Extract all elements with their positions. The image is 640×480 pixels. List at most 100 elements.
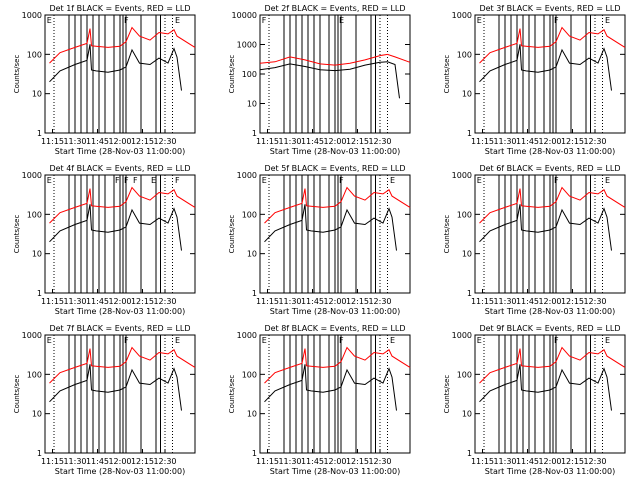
x-tick-label: 11:30 bbox=[493, 297, 516, 306]
marker-f: F bbox=[175, 176, 180, 185]
y-tick-label: 100 bbox=[27, 370, 42, 379]
y-tick-label: 1000 bbox=[452, 171, 472, 180]
x-axis-label: Start Time (28-Nov-03 11:00:00) bbox=[55, 307, 185, 316]
y-tick-label: 1 bbox=[252, 449, 257, 458]
x-tick-label: 11:15 bbox=[256, 137, 279, 146]
marker-e: E bbox=[47, 176, 52, 185]
x-tick-label: 11:30 bbox=[278, 137, 301, 146]
marker-f: F bbox=[124, 16, 129, 25]
y-tick-label: 100 bbox=[457, 210, 472, 219]
x-tick-label: 12:00 bbox=[108, 457, 131, 466]
series-lld bbox=[479, 346, 626, 384]
y-tick-label: 1 bbox=[252, 129, 257, 138]
series-lld bbox=[49, 186, 196, 224]
y-tick-label: 10 bbox=[462, 90, 472, 99]
panel-5: Det 5f BLACK = Events, RED = LLD Counts/s… bbox=[228, 164, 411, 316]
series-events bbox=[479, 44, 612, 91]
y-axis-label: Counts/sec bbox=[443, 55, 451, 94]
x-axis-label: Start Time (28-Nov-03 11:00:00) bbox=[55, 147, 185, 156]
y-tick-label: 100 bbox=[27, 50, 42, 59]
y-tick-label: 10 bbox=[247, 250, 257, 259]
marker-e: E bbox=[175, 16, 180, 25]
panel-7: Det 7f BLACK = Events, RED = LLD Counts/s… bbox=[13, 324, 196, 476]
marker-e: E bbox=[262, 336, 267, 345]
panel-9: Det 9f BLACK = Events, RED = LLD Counts/s… bbox=[443, 324, 626, 476]
x-axis-label: Start Time (28-Nov-03 11:00:00) bbox=[485, 467, 615, 476]
x-tick-label: 12:15 bbox=[131, 137, 154, 146]
x-tick-label: 12:00 bbox=[323, 457, 346, 466]
x-tick-label: 12:15 bbox=[346, 137, 369, 146]
y-axis-label: Counts/sec bbox=[13, 375, 21, 414]
x-tick-label: 12:15 bbox=[561, 297, 584, 306]
marker-f: F bbox=[133, 176, 138, 185]
marker-e: E bbox=[477, 176, 482, 185]
y-tick-label: 1000 bbox=[22, 331, 42, 340]
marker-f: F bbox=[115, 176, 120, 185]
panel-8: Det 8f BLACK = Events, RED = LLD Counts/s… bbox=[228, 324, 411, 476]
marker-e: E bbox=[47, 16, 52, 25]
x-tick-label: 11:30 bbox=[278, 297, 301, 306]
y-axis-label: Counts/sec bbox=[443, 375, 451, 414]
panel-title: Det 6f BLACK = Events, RED = LLD bbox=[479, 164, 620, 173]
y-tick-label: 1 bbox=[252, 289, 257, 298]
y-tick-label: 1000 bbox=[22, 171, 42, 180]
marker-e: E bbox=[390, 176, 395, 185]
x-tick-label: 12:00 bbox=[538, 457, 561, 466]
x-tick-label: 12:15 bbox=[561, 137, 584, 146]
marker-e: E bbox=[175, 336, 180, 345]
y-tick-label: 1 bbox=[467, 289, 472, 298]
series-lld bbox=[264, 346, 411, 384]
x-tick-label: 11:45 bbox=[516, 137, 539, 146]
x-axis-label: Start Time (28-Nov-03 11:00:00) bbox=[270, 147, 400, 156]
x-tick-label: 12:00 bbox=[538, 137, 561, 146]
x-tick-label: 11:15 bbox=[41, 457, 64, 466]
series-events bbox=[479, 364, 612, 411]
x-axis-label: Start Time (28-Nov-03 11:00:00) bbox=[55, 467, 185, 476]
x-tick-label: 12:00 bbox=[323, 297, 346, 306]
x-tick-label: 12:30 bbox=[368, 137, 391, 146]
x-tick-label: 11:15 bbox=[41, 137, 64, 146]
series-events bbox=[479, 204, 612, 251]
x-tick-label: 12:30 bbox=[153, 457, 176, 466]
x-axis-label: Start Time (28-Nov-03 11:00:00) bbox=[485, 307, 615, 316]
panel-title: Det 5f BLACK = Events, RED = LLD bbox=[264, 164, 405, 173]
marker-e: E bbox=[477, 16, 482, 25]
series-lld bbox=[264, 186, 411, 224]
y-tick-label: 100 bbox=[242, 370, 257, 379]
y-tick-label: 10 bbox=[32, 410, 42, 419]
x-tick-label: 11:45 bbox=[301, 137, 324, 146]
y-tick-label: 10 bbox=[32, 90, 42, 99]
panel-title: Det 2f BLACK = Events, RED = LLD bbox=[264, 4, 405, 13]
x-tick-label: 11:45 bbox=[516, 297, 539, 306]
marker-f: F bbox=[262, 16, 267, 25]
x-tick-label: 11:15 bbox=[256, 297, 279, 306]
x-tick-label: 12:30 bbox=[583, 297, 606, 306]
x-tick-label: 12:30 bbox=[153, 137, 176, 146]
y-tick-label: 1 bbox=[467, 449, 472, 458]
panel-6: Det 6f BLACK = Events, RED = LLD Counts/s… bbox=[443, 164, 626, 316]
marker-f: F bbox=[554, 16, 559, 25]
marker-f: F bbox=[124, 336, 129, 345]
x-tick-label: 11:15 bbox=[256, 457, 279, 466]
x-tick-label: 11:30 bbox=[493, 457, 516, 466]
marker-f: F bbox=[339, 176, 344, 185]
x-tick-label: 12:15 bbox=[346, 457, 369, 466]
marker-f: F bbox=[339, 336, 344, 345]
y-tick-label: 1 bbox=[37, 449, 42, 458]
y-tick-label: 1000 bbox=[452, 11, 472, 20]
y-tick-label: 100 bbox=[27, 210, 42, 219]
series-events bbox=[259, 61, 400, 99]
series-lld bbox=[49, 346, 196, 384]
y-tick-label: 10 bbox=[32, 250, 42, 259]
y-tick-label: 100 bbox=[457, 50, 472, 59]
y-tick-label: 1000 bbox=[22, 11, 42, 20]
y-tick-label: 10 bbox=[247, 410, 257, 419]
y-tick-label: 1000 bbox=[452, 331, 472, 340]
y-axis-label: Counts/sec bbox=[228, 375, 236, 414]
series-events bbox=[264, 364, 397, 411]
series-lld bbox=[259, 53, 411, 66]
y-tick-label: 1000 bbox=[237, 171, 257, 180]
y-tick-label: 100 bbox=[242, 210, 257, 219]
x-tick-label: 12:00 bbox=[323, 137, 346, 146]
marker-e: E bbox=[151, 176, 156, 185]
